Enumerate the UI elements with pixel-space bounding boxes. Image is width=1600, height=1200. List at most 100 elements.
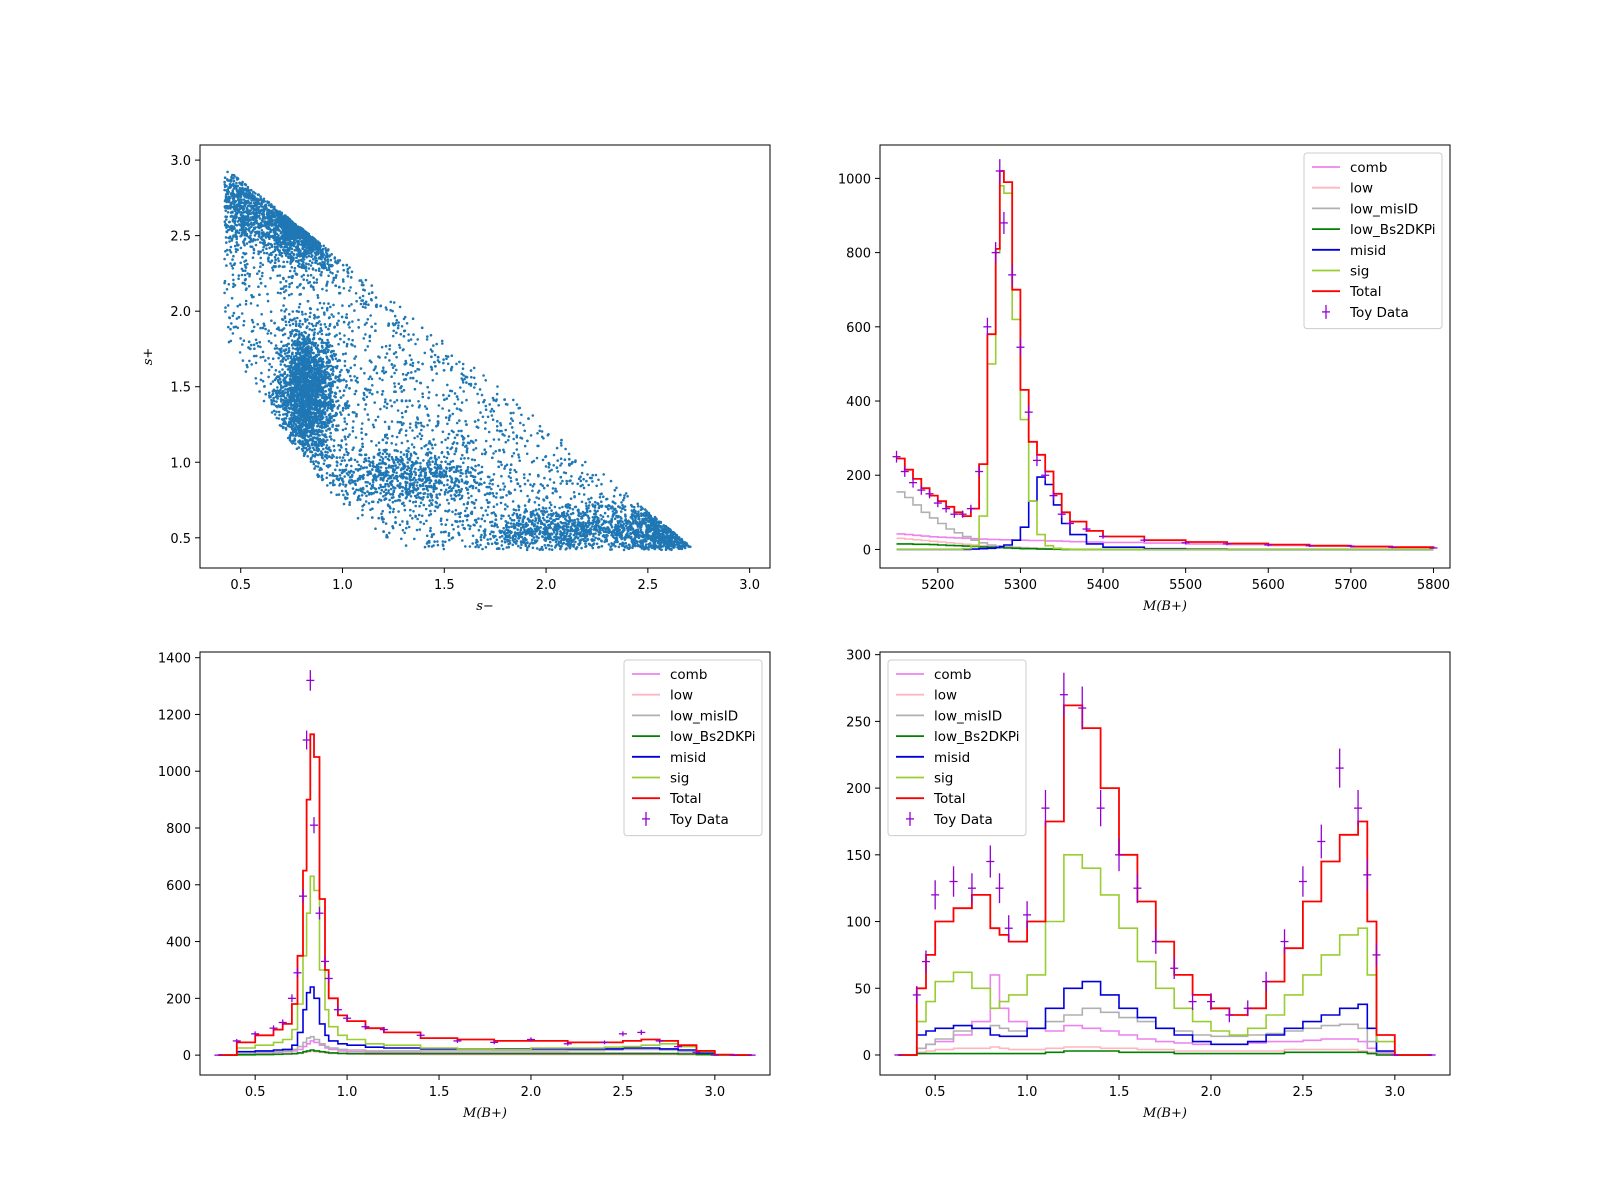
scatter-point [238, 181, 241, 185]
scatter-point [517, 519, 521, 522]
scatter-point [276, 397, 279, 400]
scatter-point [292, 430, 296, 434]
scatter-point [263, 251, 266, 255]
scatter-point [223, 220, 227, 223]
scatter-point [231, 219, 235, 223]
scatter-point [235, 235, 239, 238]
scatter-point [315, 449, 319, 452]
scatter-point [561, 526, 564, 529]
scatter-point [312, 460, 315, 464]
scatter-point [308, 259, 312, 263]
scatter-point [322, 411, 326, 415]
scatter-point [311, 261, 314, 265]
scatter-point [586, 510, 589, 514]
scatter-point [500, 517, 503, 520]
scatter-point [315, 400, 319, 403]
scatter-point [312, 242, 315, 246]
scatter-point [261, 379, 265, 383]
scatter-point [306, 355, 310, 358]
scatter-point [273, 248, 277, 252]
scatter-point [303, 364, 306, 368]
scatter-point [557, 513, 560, 516]
scatter-point [289, 233, 292, 236]
scatter-point [267, 339, 271, 343]
scatter-point [291, 322, 295, 326]
scatter-point [519, 526, 523, 530]
scatter-point [285, 354, 288, 358]
scatter-point [600, 500, 603, 504]
scatter-point [235, 186, 238, 189]
scatter-point [546, 535, 550, 538]
scatter-point [318, 412, 322, 416]
scatter-point [325, 444, 329, 447]
scatter-point [234, 194, 237, 198]
scatter-point [298, 319, 302, 323]
scatter-point [312, 333, 316, 337]
scatter-point [298, 440, 302, 443]
scatter-point [294, 229, 297, 232]
scatter-point [325, 268, 329, 272]
scatter-point [236, 248, 239, 251]
scatter-point [319, 356, 322, 360]
scatter-point [267, 242, 270, 245]
scatter-point [276, 242, 280, 246]
scatter-point [508, 530, 511, 534]
scatter-point [233, 204, 237, 208]
scatter-point [325, 384, 328, 388]
scatter-point [548, 540, 552, 544]
scatter-point [335, 424, 338, 428]
scatter-point [241, 230, 244, 234]
scatter-point [312, 288, 316, 291]
scatter-point [271, 380, 275, 383]
scatter-point [586, 524, 590, 528]
scatter-point [297, 362, 300, 365]
scatter-point [318, 337, 321, 341]
scatter-point [516, 528, 519, 531]
scatter-point [286, 260, 289, 264]
scatter-point [528, 542, 532, 546]
scatter-point [272, 396, 275, 400]
scatter-point [314, 269, 318, 272]
scatter-point [518, 516, 522, 520]
scatter-point [273, 413, 277, 416]
scatter-point [320, 455, 324, 459]
scatter-point [279, 353, 282, 357]
scatter-point [314, 375, 317, 378]
scatter-point [255, 206, 259, 209]
scatter-point [243, 233, 246, 237]
scatter-point [314, 324, 318, 327]
scatter-point [550, 544, 553, 548]
scatter-point [515, 512, 519, 516]
scatter-point [296, 428, 300, 431]
scatter-point [254, 354, 258, 358]
scatter-point [225, 218, 228, 221]
scatter-point [533, 532, 537, 536]
scatter-point [311, 375, 315, 379]
scatter-point [303, 406, 307, 410]
scatter-point [537, 536, 540, 540]
scatter-point [255, 272, 259, 276]
scatter-point [525, 541, 529, 545]
scatter-point [278, 370, 281, 374]
scatter-point [338, 389, 342, 393]
scatter-point [603, 511, 607, 515]
scatter-point [441, 540, 445, 543]
scatter-point [256, 238, 260, 241]
scatter-point [503, 530, 506, 533]
scatter-point [307, 254, 311, 258]
scatter-point [486, 505, 490, 509]
scatter-point [268, 237, 271, 240]
scatter-point [309, 429, 313, 433]
scatter-point [327, 394, 331, 397]
scatter-point [236, 191, 239, 195]
scatter-point [286, 391, 290, 394]
scatter-point [229, 196, 232, 199]
scatter-point [282, 344, 285, 348]
scatter-point [284, 428, 288, 431]
scatter-point [594, 536, 597, 540]
scatter-point [607, 531, 611, 534]
scatter-point [291, 352, 294, 356]
scatter-point [270, 259, 274, 263]
scatter-point [573, 524, 577, 527]
scatter-point [297, 424, 301, 428]
